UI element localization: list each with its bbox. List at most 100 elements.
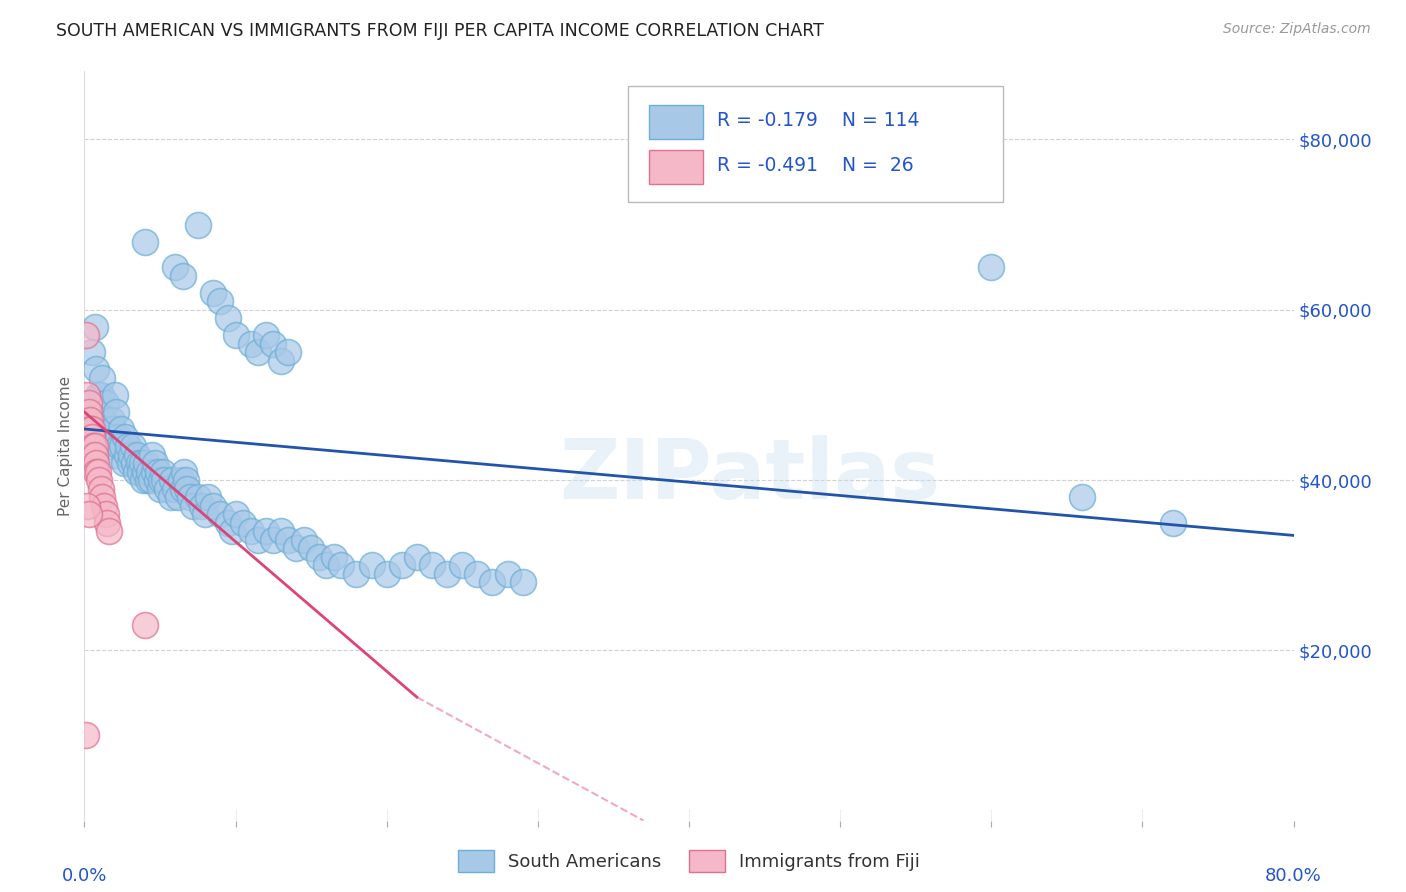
- Point: [77, 396, 100, 410]
- Point: [96, 516, 118, 530]
- Point: [262, 336, 284, 351]
- Point: [239, 336, 262, 351]
- Point: [420, 558, 443, 573]
- Point: [181, 499, 204, 513]
- Point: [277, 533, 299, 547]
- Point: [96, 422, 118, 436]
- Point: [391, 558, 413, 573]
- Point: [172, 268, 194, 283]
- Point: [134, 617, 156, 632]
- Point: [173, 465, 195, 479]
- Point: [262, 533, 284, 547]
- Point: [84, 448, 107, 462]
- Point: [125, 465, 148, 479]
- Point: [142, 465, 165, 479]
- Point: [254, 524, 277, 538]
- Point: [94, 507, 117, 521]
- Point: [91, 371, 114, 385]
- Point: [201, 499, 224, 513]
- Point: [451, 558, 474, 573]
- Point: [134, 465, 156, 479]
- Point: [118, 456, 141, 470]
- Point: [107, 430, 129, 444]
- Point: [150, 473, 173, 487]
- Point: [496, 566, 519, 581]
- Point: [91, 490, 114, 504]
- Point: [117, 439, 139, 453]
- Point: [76, 388, 98, 402]
- Point: [191, 499, 214, 513]
- Point: [308, 549, 330, 564]
- Point: [82, 439, 104, 453]
- Text: SOUTH AMERICAN VS IMMIGRANTS FROM FIJI PER CAPITA INCOME CORRELATION CHART: SOUTH AMERICAN VS IMMIGRANTS FROM FIJI P…: [56, 22, 824, 40]
- Point: [139, 473, 162, 487]
- Point: [322, 549, 344, 564]
- Point: [97, 524, 120, 538]
- Text: R = -0.491    N =  26: R = -0.491 N = 26: [717, 155, 914, 175]
- Point: [152, 465, 174, 479]
- Bar: [650, 105, 703, 139]
- Point: [1161, 516, 1184, 530]
- Point: [148, 465, 170, 479]
- Point: [104, 388, 127, 402]
- Point: [76, 499, 98, 513]
- Point: [167, 490, 190, 504]
- Point: [209, 507, 232, 521]
- Point: [172, 482, 194, 496]
- Point: [160, 473, 183, 487]
- Point: [209, 294, 232, 309]
- Bar: [650, 150, 703, 184]
- Point: [86, 456, 108, 470]
- Point: [247, 345, 270, 359]
- Point: [132, 473, 155, 487]
- Point: [270, 524, 292, 538]
- Point: [111, 439, 134, 453]
- Point: [174, 473, 197, 487]
- Point: [156, 482, 179, 496]
- Point: [121, 439, 143, 453]
- Point: [97, 430, 120, 444]
- Point: [93, 499, 115, 513]
- Point: [375, 566, 398, 581]
- Point: [75, 729, 97, 743]
- Point: [84, 319, 107, 334]
- Point: [285, 541, 308, 556]
- Point: [86, 362, 108, 376]
- Point: [77, 405, 100, 419]
- Point: [221, 524, 243, 538]
- Point: [75, 328, 97, 343]
- Point: [165, 482, 187, 496]
- Text: 0.0%: 0.0%: [62, 867, 107, 886]
- Point: [100, 413, 122, 427]
- Point: [141, 448, 163, 462]
- Point: [512, 575, 534, 590]
- Point: [105, 405, 128, 419]
- Point: [79, 422, 101, 436]
- Point: [93, 413, 115, 427]
- Point: [94, 396, 117, 410]
- Point: [110, 422, 132, 436]
- Point: [149, 482, 172, 496]
- Point: [299, 541, 322, 556]
- Point: [80, 422, 103, 436]
- Point: [134, 235, 156, 249]
- Point: [187, 218, 209, 232]
- Point: [247, 533, 270, 547]
- Point: [77, 507, 100, 521]
- Point: [87, 388, 110, 402]
- Point: [90, 388, 112, 402]
- Point: [138, 465, 160, 479]
- Point: [89, 405, 111, 419]
- Point: [89, 473, 111, 487]
- Text: R = -0.179    N = 114: R = -0.179 N = 114: [717, 111, 920, 129]
- Point: [179, 490, 201, 504]
- Point: [346, 566, 368, 581]
- Point: [467, 566, 489, 581]
- FancyBboxPatch shape: [628, 87, 1004, 202]
- Point: [101, 422, 124, 436]
- Point: [153, 473, 176, 487]
- Point: [187, 490, 209, 504]
- Point: [127, 448, 149, 462]
- Point: [159, 490, 181, 504]
- Point: [115, 448, 138, 462]
